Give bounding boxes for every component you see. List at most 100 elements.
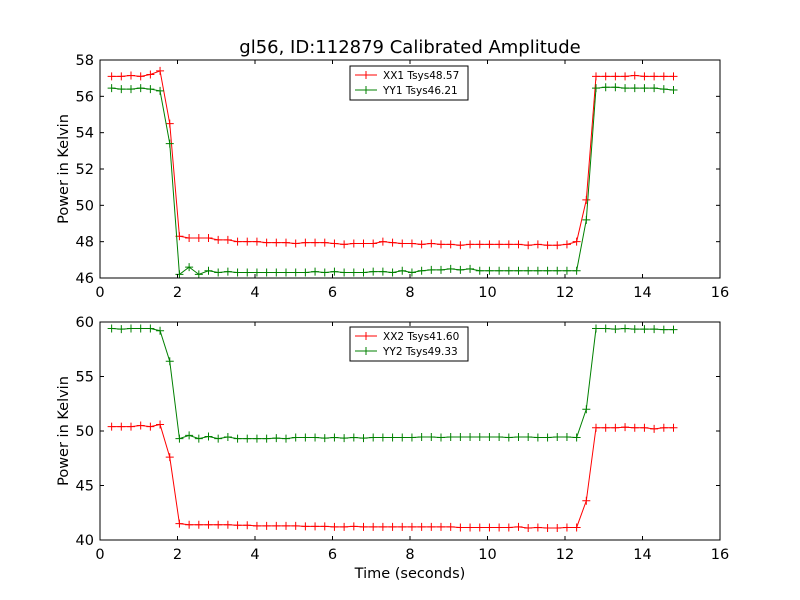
data-point-marker [524, 266, 533, 275]
data-point-marker [272, 434, 281, 443]
data-point-marker [427, 265, 436, 274]
data-point-marker [388, 433, 397, 442]
data-point-marker [475, 432, 484, 441]
data-point-marker [311, 522, 320, 531]
data-point-marker [611, 72, 620, 81]
data-point-marker [320, 268, 329, 277]
data-point-marker [369, 433, 378, 442]
data-point-marker [262, 434, 271, 443]
data-point-marker [640, 423, 649, 432]
data-point-marker [504, 240, 513, 249]
data-point-marker [398, 522, 407, 531]
y-tick-label: 48 [76, 235, 94, 251]
data-point-marker [466, 264, 475, 273]
data-point-marker [659, 85, 668, 94]
data-point-marker [427, 239, 436, 248]
data-point-marker [262, 268, 271, 277]
data-point-marker [185, 431, 194, 440]
data-point-marker [466, 240, 475, 249]
data-point-marker [562, 432, 571, 441]
data-point-marker [437, 265, 445, 274]
legend-label: XX1 Tsys48.57 [383, 70, 459, 82]
data-point-marker [562, 266, 571, 275]
data-point-marker [378, 522, 387, 531]
data-point-marker [514, 240, 523, 249]
data-point-marker [601, 83, 610, 92]
data-point-marker [466, 432, 475, 441]
y-axis-label: Power in Kelvin [56, 114, 72, 224]
data-point-marker [194, 234, 203, 243]
data-point-marker [117, 325, 126, 334]
data-point-marker [485, 432, 494, 441]
data-point-marker [456, 432, 465, 441]
data-point-marker [194, 270, 203, 278]
data-point-marker [437, 522, 445, 531]
data-point-marker [504, 266, 513, 275]
data-point-marker [378, 433, 387, 442]
series-1-group [107, 420, 678, 533]
data-point-marker [669, 325, 678, 334]
data-point-marker [611, 325, 620, 334]
data-point-marker [524, 432, 533, 441]
data-point-marker [611, 83, 620, 92]
series-2-group [107, 324, 678, 443]
data-point-marker [495, 523, 504, 532]
data-point-marker [223, 520, 232, 529]
data-point-marker [330, 522, 339, 531]
data-point-marker [514, 522, 523, 531]
data-point-marker [204, 520, 213, 529]
data-point-marker [378, 237, 387, 246]
data-point-marker [330, 267, 339, 276]
data-point-marker [136, 84, 145, 93]
data-point-marker [378, 267, 387, 276]
data-point-marker [601, 72, 610, 81]
x-tick-label: 12 [556, 547, 574, 563]
data-point-marker [669, 72, 678, 81]
data-point-marker [621, 324, 630, 333]
data-point-marker [485, 240, 494, 249]
legend-box [349, 65, 469, 101]
data-point-marker [630, 423, 639, 432]
y-tick-label: 56 [76, 89, 94, 105]
data-point-marker [340, 434, 349, 443]
y-tick-label: 55 [76, 370, 94, 386]
data-point-marker [233, 268, 242, 277]
data-point-marker [301, 522, 310, 531]
legend-label: XX2 Tsys41.60 [383, 331, 459, 343]
data-point-marker [107, 72, 116, 81]
data-point-marker [107, 422, 116, 431]
data-point-marker [165, 139, 174, 148]
x-tick-label: 4 [250, 547, 259, 563]
data-point-marker [640, 84, 649, 93]
data-point-marker [446, 264, 455, 273]
data-point-marker [475, 240, 484, 249]
data-point-marker [117, 85, 126, 94]
data-point-marker [562, 240, 571, 249]
data-point-marker [572, 433, 581, 442]
data-point-marker [243, 521, 252, 530]
data-point-marker [282, 238, 290, 247]
data-point-marker [136, 324, 145, 333]
data-point-marker [214, 520, 223, 529]
data-point-marker [592, 423, 600, 432]
data-point-marker [669, 423, 678, 432]
data-point-marker [475, 523, 484, 532]
y-tick-label: 40 [76, 533, 94, 549]
data-point-marker [320, 522, 329, 531]
data-point-marker [282, 434, 290, 443]
data-point-marker [156, 66, 165, 75]
x-tick-label: 8 [405, 547, 414, 563]
data-point-marker [233, 434, 242, 443]
data-point-marker [533, 433, 542, 442]
data-point-marker [621, 423, 630, 432]
data-point-marker [359, 434, 368, 443]
x-tick-label: 8 [405, 285, 414, 301]
data-point-marker [165, 357, 174, 366]
data-point-marker [311, 267, 320, 276]
data-point-marker [630, 84, 639, 93]
data-point-marker [650, 424, 659, 433]
data-point-marker [117, 422, 126, 431]
data-point-marker [592, 84, 600, 93]
